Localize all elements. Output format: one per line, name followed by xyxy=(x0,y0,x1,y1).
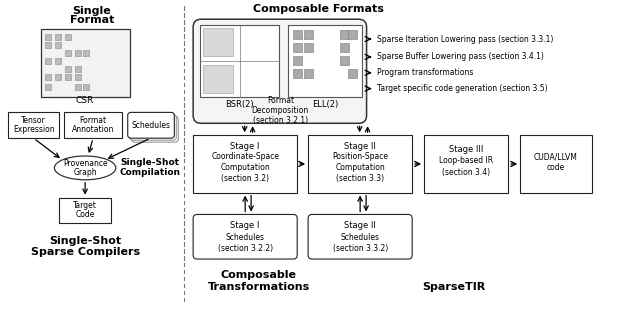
Text: Format
Decomposition
(section 3.2.1): Format Decomposition (section 3.2.1) xyxy=(252,95,309,125)
Bar xyxy=(56,42,61,48)
Bar xyxy=(348,69,356,78)
Bar xyxy=(76,74,81,80)
Text: CUDA/LLVM: CUDA/LLVM xyxy=(534,152,578,161)
Ellipse shape xyxy=(54,156,116,180)
Bar xyxy=(340,43,349,52)
Text: SparseTIR: SparseTIR xyxy=(422,282,485,292)
Bar xyxy=(424,135,508,193)
Text: Transformations: Transformations xyxy=(207,282,310,292)
Bar xyxy=(293,69,302,78)
Text: Composable: Composable xyxy=(221,270,296,280)
Text: Composable Formats: Composable Formats xyxy=(253,4,383,14)
Bar xyxy=(203,28,233,56)
Text: Format: Format xyxy=(79,116,107,125)
Bar xyxy=(56,34,61,40)
Text: Computation: Computation xyxy=(220,163,270,172)
Bar xyxy=(83,84,89,90)
Text: Graph: Graph xyxy=(74,168,97,177)
Text: Stage II: Stage II xyxy=(344,221,376,230)
Bar xyxy=(340,56,349,65)
Bar xyxy=(45,84,51,90)
FancyBboxPatch shape xyxy=(130,114,176,140)
Bar xyxy=(56,58,61,64)
Bar xyxy=(348,30,356,39)
Bar xyxy=(76,50,81,56)
Text: Sparse Compilers: Sparse Compilers xyxy=(31,247,140,257)
FancyBboxPatch shape xyxy=(193,215,297,259)
Text: Position-Space: Position-Space xyxy=(332,152,388,161)
Bar xyxy=(304,43,313,52)
FancyBboxPatch shape xyxy=(128,112,174,138)
Text: Provenance: Provenance xyxy=(63,160,108,169)
Text: Computation: Computation xyxy=(335,163,385,172)
Text: CSR: CSR xyxy=(76,96,94,105)
Text: Code: Code xyxy=(76,210,95,219)
Text: Annotation: Annotation xyxy=(72,125,114,134)
Bar xyxy=(340,30,349,39)
Bar xyxy=(293,30,302,39)
Bar xyxy=(45,58,51,64)
Bar xyxy=(293,43,302,52)
Bar xyxy=(65,66,71,72)
Bar xyxy=(308,135,412,193)
Bar xyxy=(288,25,362,96)
Text: Program transformations: Program transformations xyxy=(378,68,474,77)
Bar xyxy=(65,34,71,40)
Text: Format: Format xyxy=(70,15,115,25)
Bar xyxy=(304,69,313,78)
Bar xyxy=(65,74,71,80)
Bar xyxy=(193,135,297,193)
Text: (section 3.2.2): (section 3.2.2) xyxy=(218,244,273,253)
Text: Stage I: Stage I xyxy=(230,142,260,151)
Text: Schedules: Schedules xyxy=(340,233,380,242)
Bar xyxy=(65,50,71,56)
Text: ELL(2): ELL(2) xyxy=(312,100,338,109)
FancyBboxPatch shape xyxy=(308,215,412,259)
Text: Stage II: Stage II xyxy=(344,142,376,151)
Bar xyxy=(60,197,111,223)
Text: Coordinate-Space: Coordinate-Space xyxy=(211,152,279,161)
Text: (section 3.4): (section 3.4) xyxy=(442,168,490,177)
Bar xyxy=(8,112,60,138)
Text: Single: Single xyxy=(73,6,111,16)
Bar xyxy=(83,50,89,56)
Bar xyxy=(293,56,302,65)
Bar xyxy=(76,66,81,72)
FancyBboxPatch shape xyxy=(193,19,367,123)
Text: Schedules: Schedules xyxy=(132,121,170,130)
Bar xyxy=(203,65,233,93)
Text: Expression: Expression xyxy=(13,125,54,134)
Text: Stage I: Stage I xyxy=(230,221,260,230)
Bar xyxy=(76,84,81,90)
Text: Single-Shot: Single-Shot xyxy=(120,158,179,167)
Bar xyxy=(520,135,591,193)
Bar xyxy=(64,112,122,138)
Text: Tensor: Tensor xyxy=(21,116,46,125)
Bar xyxy=(56,74,61,80)
Text: (section 3.3.2): (section 3.3.2) xyxy=(333,244,388,253)
Bar xyxy=(45,42,51,48)
Text: (section 3.3): (section 3.3) xyxy=(336,174,384,183)
Bar xyxy=(304,30,313,39)
Text: Target specific code generation (section 3.5): Target specific code generation (section… xyxy=(378,84,548,93)
FancyBboxPatch shape xyxy=(132,116,179,142)
Text: code: code xyxy=(547,163,565,172)
Bar xyxy=(45,34,51,40)
Bar xyxy=(200,25,280,96)
Text: Target: Target xyxy=(73,201,97,210)
Text: BSR(2): BSR(2) xyxy=(225,100,254,109)
Text: Sparse Buffer Lowering pass (section 3.4.1): Sparse Buffer Lowering pass (section 3.4… xyxy=(378,52,545,61)
Bar xyxy=(45,74,51,80)
Text: Single-Shot: Single-Shot xyxy=(49,236,121,246)
Text: Schedules: Schedules xyxy=(226,233,265,242)
Text: (section 3.2): (section 3.2) xyxy=(221,174,269,183)
Text: Stage III: Stage III xyxy=(449,145,483,154)
Bar xyxy=(40,29,130,96)
Text: Compilation: Compilation xyxy=(119,168,180,177)
Text: Sparse Iteration Lowering pass (section 3.3.1): Sparse Iteration Lowering pass (section … xyxy=(378,35,554,44)
Text: Loop-based IR: Loop-based IR xyxy=(439,156,493,165)
